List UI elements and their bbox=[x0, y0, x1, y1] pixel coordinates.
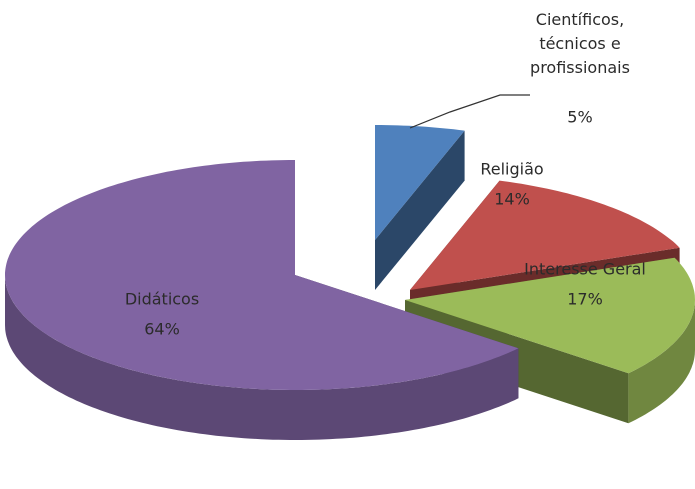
slice bbox=[375, 125, 465, 290]
slice-top bbox=[375, 125, 465, 240]
slice-label: Interesse Geral bbox=[524, 260, 646, 279]
slice-wall bbox=[628, 300, 695, 424]
slice-label: Científicos, técnicos e profissionais bbox=[530, 10, 630, 77]
slice-wall bbox=[5, 275, 519, 440]
slice-top bbox=[5, 160, 519, 390]
slice-label-box: Científicos, técnicos e profissionais bbox=[530, 10, 630, 77]
slice bbox=[5, 160, 519, 440]
slice-value-label: 17% bbox=[567, 290, 603, 309]
slice-top bbox=[405, 257, 695, 374]
slice-label: Didáticos bbox=[125, 290, 199, 309]
slice-side bbox=[375, 130, 465, 290]
slice-top bbox=[410, 180, 680, 290]
slice-label: Religião bbox=[480, 160, 543, 179]
slice-value-label: 5% bbox=[567, 108, 592, 127]
leader-line bbox=[409, 94, 530, 129]
slice-value-label: 64% bbox=[144, 320, 180, 339]
slice-value-label: 14% bbox=[494, 190, 530, 209]
